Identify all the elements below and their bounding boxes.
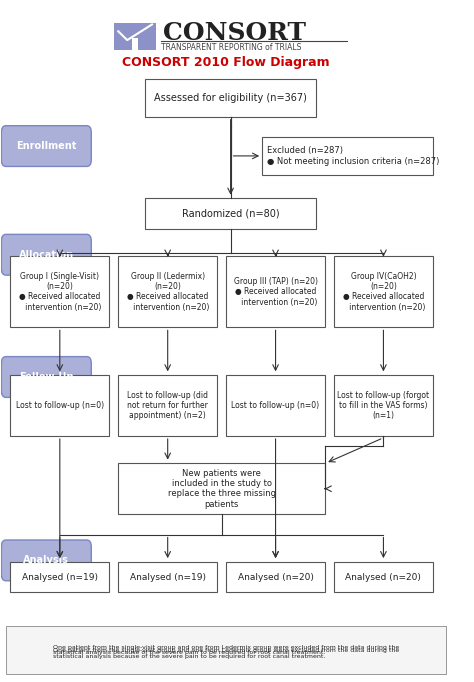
Text: Allocation: Allocation — [19, 250, 74, 260]
Text: One patient from the single-visit group and one from Ledermix group were exclude: One patient from the single-visit group … — [53, 644, 399, 655]
Text: CONSORT: CONSORT — [163, 21, 306, 45]
Text: Analysed (n=20): Analysed (n=20) — [346, 572, 421, 582]
FancyBboxPatch shape — [334, 256, 433, 327]
FancyBboxPatch shape — [6, 626, 447, 674]
FancyBboxPatch shape — [334, 562, 433, 592]
Text: Analysed (n=19): Analysed (n=19) — [22, 572, 98, 582]
Text: Lost to follow-up (did
not return for further
appointment) (n=2): Lost to follow-up (did not return for fu… — [127, 391, 208, 420]
FancyBboxPatch shape — [118, 562, 217, 592]
Text: New patients were
included in the study to
replace the three missing
patients: New patients were included in the study … — [168, 469, 275, 509]
Text: Lost to follow-up (n=0): Lost to follow-up (n=0) — [231, 401, 319, 410]
FancyBboxPatch shape — [145, 198, 316, 229]
FancyBboxPatch shape — [334, 375, 433, 436]
FancyBboxPatch shape — [226, 375, 325, 436]
Text: Analysed (n=20): Analysed (n=20) — [237, 572, 313, 582]
Text: Group I (Single-Visit)
(n=20)
● Received allocated
   intervention (n=20): Group I (Single-Visit) (n=20) ● Received… — [18, 271, 101, 312]
FancyBboxPatch shape — [114, 38, 132, 50]
FancyBboxPatch shape — [114, 23, 156, 38]
FancyBboxPatch shape — [226, 562, 325, 592]
FancyBboxPatch shape — [1, 235, 91, 275]
Text: Excluded (n=287)
● Not meeting inclusion criteria (n=287): Excluded (n=287) ● Not meeting inclusion… — [266, 146, 439, 166]
Text: Assessed for eligibility (n=367): Assessed for eligibility (n=367) — [154, 93, 307, 103]
Text: CONSORT 2010 Flow Diagram: CONSORT 2010 Flow Diagram — [122, 56, 330, 69]
Text: Analysis: Analysis — [23, 555, 69, 565]
FancyBboxPatch shape — [118, 375, 217, 436]
FancyBboxPatch shape — [145, 80, 316, 117]
Text: One patient from the single-visit group and one from Ledermix group were exclude: One patient from the single-visit group … — [53, 648, 399, 659]
Text: Group III (TAP) (n=20)
● Received allocated
   intervention (n=20): Group III (TAP) (n=20) ● Received alloca… — [234, 277, 318, 307]
Text: Lost to follow-up (n=0): Lost to follow-up (n=0) — [16, 401, 104, 410]
Text: Analysed (n=19): Analysed (n=19) — [130, 572, 206, 582]
Text: Group IV(CaOH2)
(n=20)
● Received allocated
   intervention (n=20): Group IV(CaOH2) (n=20) ● Received alloca… — [342, 271, 425, 312]
Text: Follow-Up: Follow-Up — [19, 372, 73, 382]
FancyBboxPatch shape — [118, 463, 325, 514]
FancyBboxPatch shape — [138, 38, 156, 50]
FancyBboxPatch shape — [1, 540, 91, 581]
Text: Randomized (n=80): Randomized (n=80) — [182, 209, 280, 219]
FancyBboxPatch shape — [10, 375, 109, 436]
FancyBboxPatch shape — [10, 562, 109, 592]
Text: Lost to follow-up (forgot
to fill in the VAS forms)
(n=1): Lost to follow-up (forgot to fill in the… — [337, 391, 429, 420]
FancyBboxPatch shape — [118, 256, 217, 327]
FancyBboxPatch shape — [1, 125, 91, 166]
Text: Group II (Ledermix)
(n=20)
● Received allocated
   intervention (n=20): Group II (Ledermix) (n=20) ● Received al… — [126, 271, 210, 312]
FancyBboxPatch shape — [1, 357, 91, 398]
Text: Enrollment: Enrollment — [16, 141, 76, 151]
FancyBboxPatch shape — [10, 256, 109, 327]
FancyBboxPatch shape — [262, 137, 433, 175]
Text: TRANSPARENT REPORTING of TRIALS: TRANSPARENT REPORTING of TRIALS — [161, 43, 301, 52]
FancyBboxPatch shape — [226, 256, 325, 327]
